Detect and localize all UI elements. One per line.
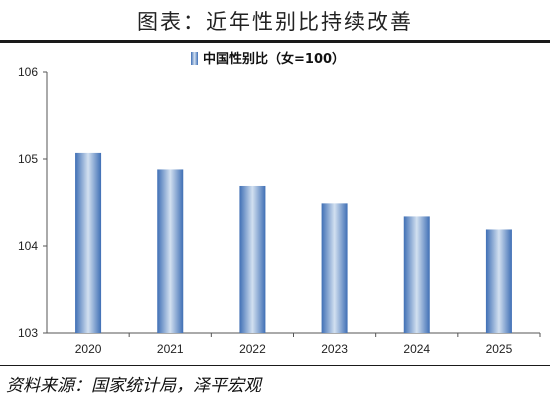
- y-tick-label: 103: [18, 326, 38, 340]
- x-tick-labels: 2020 2021 2022 2023 2024 2025: [75, 342, 513, 356]
- y-tick-label: 104: [18, 239, 38, 253]
- bar[interactable]: [75, 152, 102, 333]
- bar[interactable]: [157, 169, 184, 333]
- axes: [43, 71, 541, 337]
- x-tick-label: 2024: [403, 342, 430, 356]
- y-tick-labels: 103 104 105 106: [18, 65, 38, 340]
- bar[interactable]: [485, 229, 512, 333]
- y-tick-label: 105: [18, 152, 38, 166]
- legend-swatch: [191, 52, 198, 65]
- x-tick-label: 2020: [75, 342, 102, 356]
- x-tick-label: 2021: [157, 342, 184, 356]
- x-tick-label: 2025: [486, 342, 513, 356]
- x-tick-label: 2023: [321, 342, 348, 356]
- x-tick-label: 2022: [239, 342, 266, 356]
- legend: 中国性别比（女=100）: [191, 51, 345, 67]
- bar[interactable]: [321, 203, 348, 333]
- bottom-rule: [0, 365, 550, 366]
- top-rule: [0, 40, 550, 43]
- legend-label: 中国性别比（女=100）: [203, 51, 345, 67]
- bar[interactable]: [239, 185, 266, 333]
- bars: [75, 152, 512, 333]
- source-note: 资料来源：国家统计局，泽平宏观: [6, 376, 261, 396]
- chart-title: 图表：近年性别比持续改善: [137, 10, 413, 34]
- y-tick-label: 106: [18, 65, 38, 79]
- bar[interactable]: [403, 216, 430, 333]
